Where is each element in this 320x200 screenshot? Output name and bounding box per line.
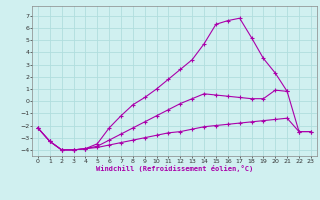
X-axis label: Windchill (Refroidissement éolien,°C): Windchill (Refroidissement éolien,°C) [96,165,253,172]
